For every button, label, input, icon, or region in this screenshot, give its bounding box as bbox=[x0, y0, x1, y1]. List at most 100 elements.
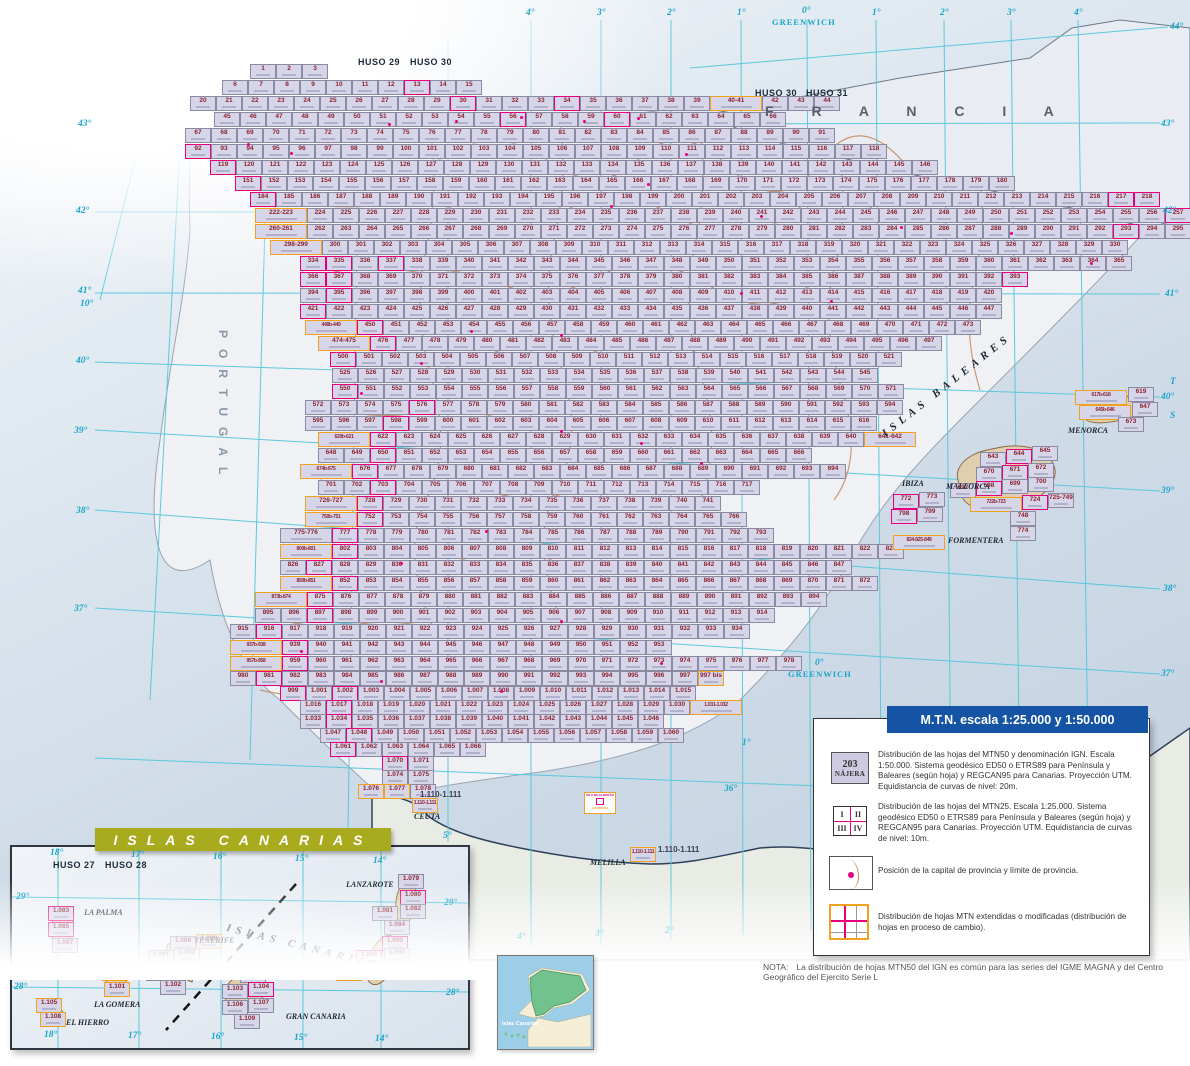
sheet-cell-435: 435 bbox=[664, 304, 690, 319]
sheet-cell-1.049: 1.049 bbox=[372, 728, 398, 743]
sheet-cell-485: 485 bbox=[604, 336, 630, 351]
sheet-cell-1.057: 1.057 bbox=[580, 728, 606, 743]
sheet-cell-507: 507 bbox=[512, 352, 538, 367]
sheet-cell-467: 467 bbox=[799, 320, 825, 335]
sheet-cell-1.035: 1.035 bbox=[352, 714, 378, 729]
sheet-cell-871: 871 bbox=[826, 576, 852, 591]
sheet-cell-997: 997 bbox=[672, 671, 698, 686]
capital-dot bbox=[900, 226, 903, 229]
sheet-cell-688: 688 bbox=[664, 464, 690, 479]
sheet-cell-133: 133 bbox=[574, 160, 600, 175]
sheet-cell-82: 82 bbox=[575, 128, 601, 143]
sheet-cell-1.031-1.032: 1.031-1.032 bbox=[690, 700, 742, 715]
sheet-cell-595: 595 bbox=[305, 416, 331, 431]
sheet-cell-785: 785 bbox=[540, 528, 566, 543]
sheet-cell-322: 322 bbox=[894, 240, 920, 255]
sheet-cell-26: 26 bbox=[346, 96, 372, 111]
sheet-cell-615: 615 bbox=[825, 416, 851, 431]
sheet-cell-434: 434 bbox=[638, 304, 664, 319]
sheet-cell-172: 172 bbox=[781, 176, 807, 191]
sheet-cell-173: 173 bbox=[807, 176, 833, 191]
sheet-cell-246: 246 bbox=[879, 208, 905, 223]
sheet-cell-886: 886 bbox=[593, 592, 619, 607]
label-18-: 18° bbox=[44, 1030, 58, 1040]
sheet-cell-1.042: 1.042 bbox=[534, 714, 560, 729]
sheet-cell-190: 190 bbox=[406, 192, 432, 207]
sheet-cell-838: 838 bbox=[592, 560, 618, 575]
sheet-cell-717: 717 bbox=[734, 480, 760, 495]
sheet-cell-509: 509 bbox=[564, 352, 590, 367]
sheet-cell-448b-449: 448b-449 bbox=[305, 320, 357, 335]
sheet-cell-1.013: 1.013 bbox=[618, 686, 644, 701]
label-mallorca: MALLORCA bbox=[946, 482, 991, 491]
sheet-cell-1.007: 1.007 bbox=[462, 686, 488, 701]
sheet-cell-276: 276 bbox=[671, 224, 697, 239]
sheet-cell-289: 289 bbox=[1009, 224, 1035, 239]
sheet-cell-1.019: 1.019 bbox=[378, 700, 404, 715]
sheet-cell-83: 83 bbox=[601, 128, 627, 143]
label-18-: 18° bbox=[50, 848, 64, 858]
nota-label: NOTA: bbox=[763, 962, 789, 972]
sheet-cell-741: 741 bbox=[695, 496, 721, 511]
sheet-cell-889: 889 bbox=[671, 592, 697, 607]
sheet-cell-580: 580 bbox=[513, 400, 539, 415]
sheet-cell-163: 163 bbox=[547, 176, 573, 191]
sheet-cell-266: 266 bbox=[411, 224, 437, 239]
sheet-cell-947: 947 bbox=[490, 640, 516, 655]
sheet-cell-233: 233 bbox=[541, 208, 567, 223]
sheet-cell-497: 497 bbox=[916, 336, 942, 351]
sheet-cell-180: 180 bbox=[989, 176, 1015, 191]
label-15-: 15° bbox=[295, 854, 309, 864]
sheet-cell-142: 142 bbox=[808, 160, 834, 175]
sheet-cell-709: 709 bbox=[526, 480, 552, 495]
sheet-cell-126: 126 bbox=[392, 160, 418, 175]
sheet-cell-1.058: 1.058 bbox=[606, 728, 632, 743]
sheet-cell-171: 171 bbox=[755, 176, 781, 191]
sheet-cell-957b-958: 957b-958 bbox=[230, 656, 282, 671]
sheet-cell-160: 160 bbox=[469, 176, 495, 191]
sheet-cell-291: 291 bbox=[1061, 224, 1087, 239]
sheet-cell-75: 75 bbox=[393, 128, 419, 143]
sheet-cell-274: 274 bbox=[619, 224, 645, 239]
sheet-cell-336: 336 bbox=[352, 256, 378, 271]
sheet-cell-691: 691 bbox=[742, 464, 768, 479]
sheet-cell-521: 521 bbox=[876, 352, 902, 367]
sheet-cell-366: 366 bbox=[300, 272, 326, 287]
sheet-cell-899: 899 bbox=[359, 608, 385, 623]
sheet-cell-567: 567 bbox=[774, 384, 800, 399]
sheet-cell-831: 831 bbox=[410, 560, 436, 575]
sheet-cell-28: 28 bbox=[398, 96, 424, 111]
sheet-cell-501: 501 bbox=[356, 352, 382, 367]
sheet-cell-922: 922 bbox=[412, 624, 438, 639]
sheet-cell-963: 963 bbox=[386, 656, 412, 671]
sheet-cell-68: 68 bbox=[211, 128, 237, 143]
sheet-cell-1.110-1.111: 1.110-1.111 bbox=[630, 847, 656, 862]
sheet-cell-812: 812 bbox=[592, 544, 618, 559]
sheet-cell-325: 325 bbox=[972, 240, 998, 255]
sheet-cell-710: 710 bbox=[552, 480, 578, 495]
sheet-cell-113: 113 bbox=[731, 144, 757, 159]
quad-2: II bbox=[854, 809, 862, 819]
sheet-cell-560: 560 bbox=[592, 384, 618, 399]
sheet-cell-527: 527 bbox=[384, 368, 410, 383]
sheet-cell-1.001: 1.001 bbox=[306, 686, 332, 701]
label-14-: 14° bbox=[375, 1034, 389, 1044]
sheet-cell-868: 868 bbox=[748, 576, 774, 591]
sheet-cell-137: 137 bbox=[678, 160, 704, 175]
sheet-cell-655: 655 bbox=[500, 448, 526, 463]
sheet-cell-736: 736 bbox=[565, 496, 591, 511]
sheet-cell-855: 855 bbox=[410, 576, 436, 591]
sheet-cell-817: 817 bbox=[722, 544, 748, 559]
quad-1: I bbox=[840, 809, 844, 819]
sheet-cell-893: 893 bbox=[775, 592, 801, 607]
sheet-cell-1.070: 1.070 bbox=[382, 756, 408, 771]
sheet-cell-983: 983 bbox=[308, 671, 334, 686]
sheet-cell-188: 188 bbox=[354, 192, 380, 207]
sheet-cell-879: 879 bbox=[411, 592, 437, 607]
label-f-r-a-n-c-i-a: F R A N C I A bbox=[765, 103, 1071, 119]
sheet-cell-511: 511 bbox=[616, 352, 642, 367]
sheet-cell-775-776: 775-776 bbox=[280, 528, 332, 543]
sheet-cell-304: 304 bbox=[426, 240, 452, 255]
sheet-cell-978: 978 bbox=[776, 656, 802, 671]
sheet-cell-11: 11 bbox=[352, 80, 378, 95]
